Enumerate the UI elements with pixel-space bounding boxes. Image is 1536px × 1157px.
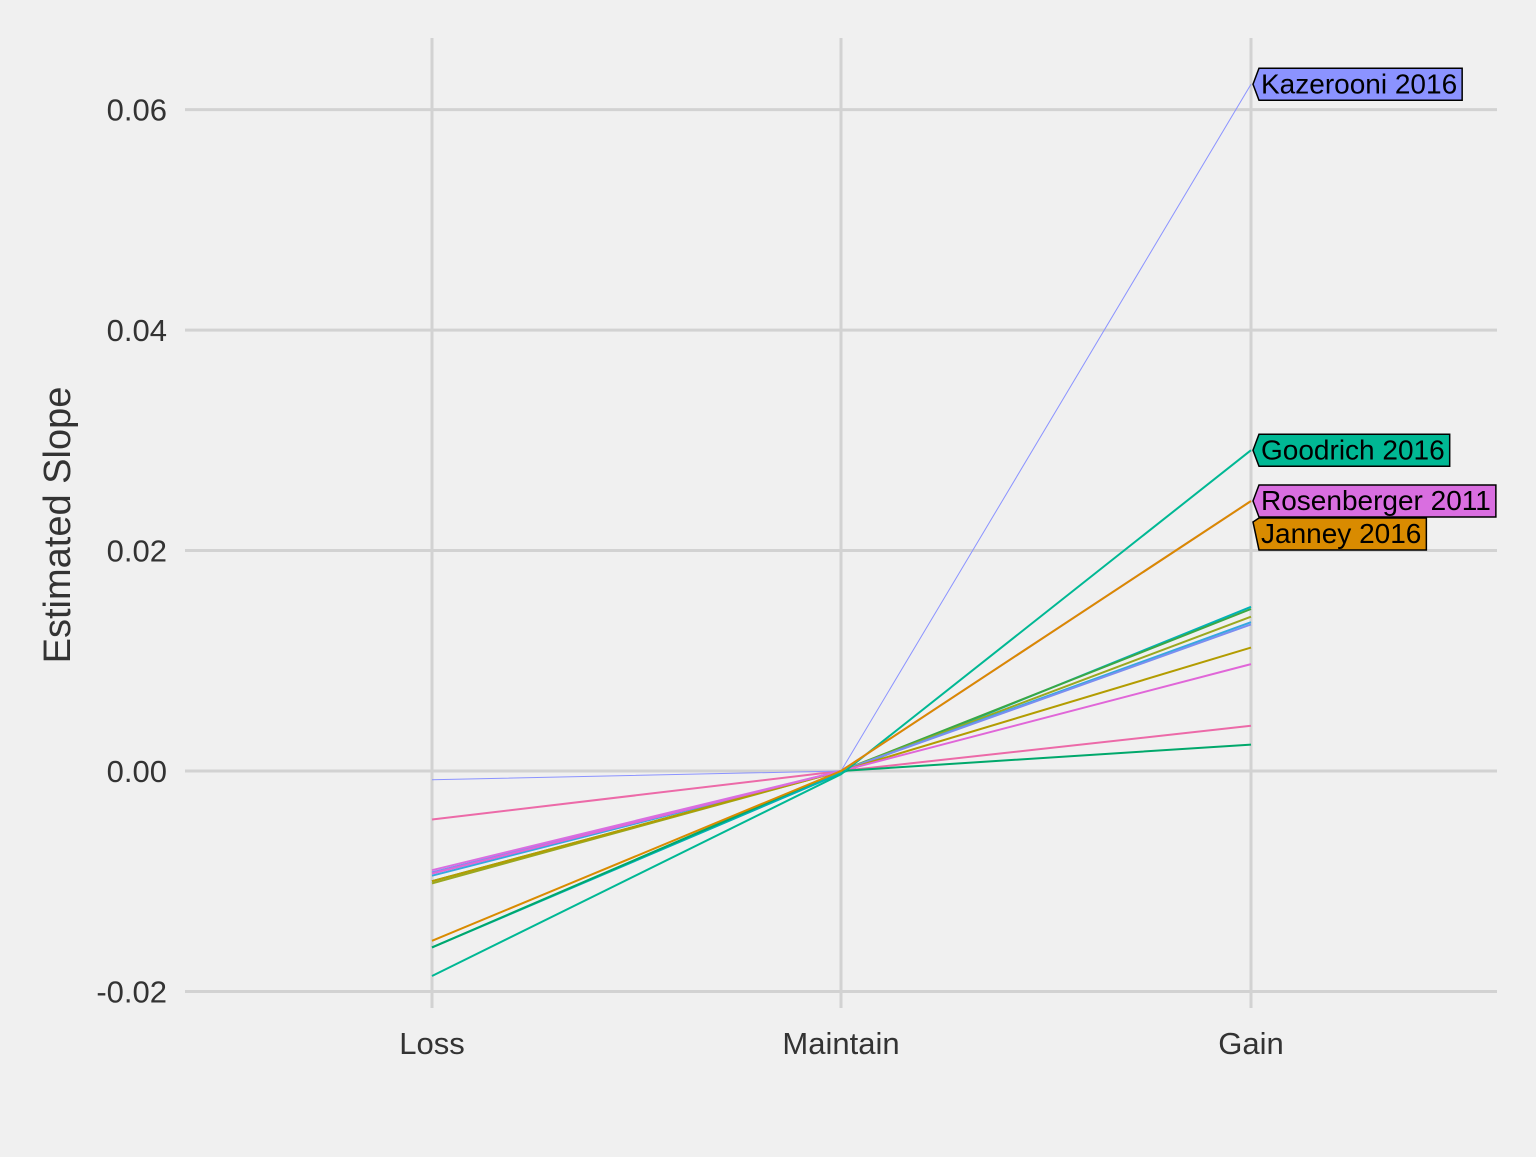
y-tick-label: 0.06 (107, 93, 167, 128)
x-tick-label: Gain (1218, 1026, 1283, 1061)
x-tick-label: Maintain (782, 1026, 899, 1061)
y-tick-label: 0.02 (107, 534, 167, 569)
series-labels: Kazerooni 2016 Goodrich 2016 Rosenberger 2… (1252, 67, 1497, 551)
x-axis-ticks: Loss Maintain Gain (399, 1026, 1283, 1061)
series-label: Goodrich 2016 (1252, 433, 1451, 467)
y-tick-label: -0.02 (96, 974, 167, 1009)
series-label-box (1252, 484, 1497, 518)
x-tick-label: Loss (399, 1026, 464, 1061)
series-label-text: Janney 2016 (1261, 518, 1421, 549)
grid-lines (185, 38, 1497, 1008)
series-line (431, 500, 1252, 942)
y-tick-label: 0.00 (107, 754, 167, 789)
series-label-text: Rosenberger 2011 (1261, 485, 1491, 516)
series-lines (431, 84, 1252, 977)
series-label: Janney 2016 (1252, 517, 1428, 551)
series-label-text: Goodrich 2016 (1261, 434, 1445, 465)
series-label: Kazerooni 2016 (1252, 67, 1463, 102)
series-label-box (1252, 433, 1451, 467)
y-axis-label: Estimated Slope (37, 387, 79, 664)
series-label-box (1252, 67, 1463, 102)
series-label-text: Kazerooni 2016 (1261, 68, 1457, 99)
y-axis-ticks: -0.02 0.00 0.02 0.04 0.06 (96, 93, 167, 1010)
y-tick-label: 0.04 (107, 313, 167, 348)
series-label: Rosenberger 2011 (1252, 484, 1497, 518)
series-label-box (1252, 517, 1428, 551)
series-line (431, 449, 1252, 977)
